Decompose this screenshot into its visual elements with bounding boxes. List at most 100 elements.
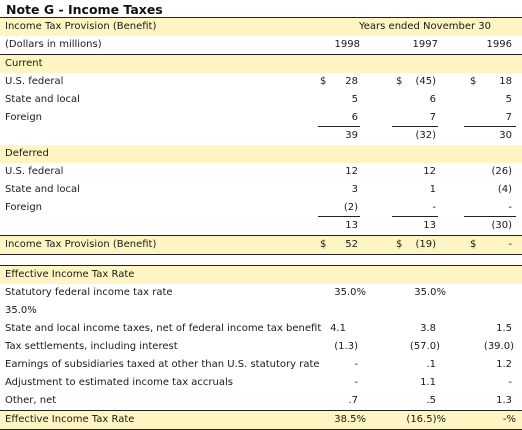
- table-row: U.S. federal 12 12 (26): [0, 163, 522, 181]
- subtotal-1996: 30: [499, 130, 512, 141]
- year-1997: 1997: [412, 39, 438, 50]
- currency-sign: $: [320, 76, 327, 87]
- underline: [318, 216, 360, 217]
- total-row: Income Tax Provision (Benefit) $ 52 $ (1…: [0, 235, 522, 255]
- income-tax-table: Income Tax Provision (Benefit) Years end…: [0, 17, 522, 430]
- row-label: Statutory federal income tax rate: [5, 287, 173, 298]
- total-1996: -: [508, 239, 512, 250]
- total-1996: -%: [502, 414, 516, 425]
- underline: [464, 126, 516, 127]
- value-1996: -: [508, 202, 512, 213]
- value-1998: 5: [351, 94, 358, 105]
- total-label: Income Tax Provision (Benefit): [5, 239, 157, 250]
- currency-sign: $: [396, 76, 403, 87]
- row-label: Foreign: [5, 112, 43, 123]
- table-row: State and local 3 1 (4): [0, 181, 522, 199]
- value-1998: (1.3): [334, 341, 358, 352]
- table-row: Earnings of subsidiaries taxed at other …: [0, 356, 522, 374]
- underline: [464, 216, 516, 217]
- wrapped-value-1996: 35.0%: [5, 305, 37, 316]
- value-1997: 1.1: [420, 377, 436, 388]
- value-1996: -: [508, 377, 512, 388]
- subtotal-1997: (32): [415, 130, 436, 141]
- current-heading: Current: [5, 58, 43, 69]
- period-label: Years ended November 30: [358, 21, 491, 32]
- value-1997: 35.0%: [414, 287, 446, 298]
- value-1997: 12: [423, 166, 436, 177]
- table-row: U.S. federal $ 28 $ (45) $ 18: [0, 73, 522, 91]
- deferred-heading-row: Deferred: [0, 145, 522, 163]
- header-label: Income Tax Provision (Benefit): [5, 21, 157, 32]
- table-row: State and local income taxes, net of fed…: [0, 320, 522, 338]
- value-1996: 1.3: [496, 395, 512, 406]
- table-row: Foreign (2) - -: [0, 199, 522, 217]
- value-1997: 3.8: [420, 323, 436, 334]
- subtotal-1998: 39: [345, 130, 358, 141]
- value-1996: 1.2: [496, 359, 512, 370]
- total-1998: 38.5%: [334, 414, 366, 425]
- row-label: Other, net: [5, 395, 57, 406]
- currency-sign: $: [396, 239, 403, 250]
- units-row: (Dollars in millions) 1998 1997 1996: [0, 36, 522, 55]
- currency-sign: $: [470, 76, 477, 87]
- section-spacer: [0, 255, 522, 265]
- value-1997: 6: [429, 94, 436, 105]
- value-1998: .7: [348, 395, 358, 406]
- total-label: Effective Income Tax Rate: [5, 414, 135, 425]
- value-1997: .5: [426, 395, 436, 406]
- row-label: Tax settlements, including interest: [5, 341, 178, 352]
- year-1998: 1998: [334, 39, 360, 50]
- value-1998: 28: [345, 76, 358, 87]
- row-label: State and local: [5, 94, 80, 105]
- value-1998: 3: [351, 184, 358, 195]
- current-heading-row: Current: [0, 55, 522, 73]
- currency-sign: $: [470, 239, 477, 250]
- value-1998: 12: [345, 166, 358, 177]
- value-1998: -: [354, 377, 358, 388]
- underline: [318, 126, 360, 127]
- subtotal-1996: (30): [491, 220, 512, 231]
- underline: [392, 216, 438, 217]
- row-label: Adjustment to estimated income tax accru…: [5, 377, 233, 388]
- year-1996: 1996: [486, 39, 512, 50]
- value-1998: 35.0%: [334, 287, 366, 298]
- table-row: Other, net .7 .5 1.3: [0, 392, 522, 410]
- total-1997: (16.5)%: [406, 414, 446, 425]
- value-1998: -: [354, 359, 358, 370]
- row-label: U.S. federal: [5, 76, 64, 87]
- value-1996: 5: [505, 94, 512, 105]
- deferred-heading: Deferred: [5, 148, 49, 159]
- value-1997: -: [432, 202, 436, 213]
- value-1997: 1: [429, 184, 436, 195]
- subtotal-row: 39 (32) 30: [0, 127, 522, 145]
- row-label: State and local income taxes, net of fed…: [5, 323, 322, 334]
- table-row: State and local 5 6 5: [0, 91, 522, 109]
- subtotal-row: 13 13 (30): [0, 217, 522, 235]
- row-label: Foreign: [5, 202, 43, 213]
- value-1997: (45): [415, 76, 436, 87]
- value-1996: (4): [497, 184, 512, 195]
- value-1998: 4.1: [330, 323, 346, 334]
- value-1998: (2): [343, 202, 358, 213]
- value-1996: (26): [491, 166, 512, 177]
- value-1996: 7: [505, 112, 512, 123]
- value-1996: 1.5: [496, 323, 512, 334]
- row-label: U.S. federal: [5, 166, 64, 177]
- value-1996: 18: [499, 76, 512, 87]
- subtotal-1998: 13: [345, 220, 358, 231]
- subtotal-1997: 13: [423, 220, 436, 231]
- total-1997: (19): [415, 239, 436, 250]
- row-label: State and local: [5, 184, 80, 195]
- value-1998: 6: [351, 112, 358, 123]
- total-1998: 52: [345, 239, 358, 250]
- header-row: Income Tax Provision (Benefit) Years end…: [0, 17, 522, 36]
- effective-heading-row: Effective Income Tax Rate: [0, 265, 522, 284]
- value-1997: .1: [426, 359, 436, 370]
- statutory-row: Statutory federal income tax rate 35.0% …: [0, 284, 522, 302]
- currency-sign: $: [320, 239, 327, 250]
- page-title: Note G - Income Taxes: [6, 2, 163, 17]
- table-row: Adjustment to estimated income tax accru…: [0, 374, 522, 392]
- table-row: Tax settlements, including interest (1.3…: [0, 338, 522, 356]
- effective-total-row: Effective Income Tax Rate 38.5% (16.5)% …: [0, 410, 522, 430]
- effective-heading: Effective Income Tax Rate: [5, 269, 135, 280]
